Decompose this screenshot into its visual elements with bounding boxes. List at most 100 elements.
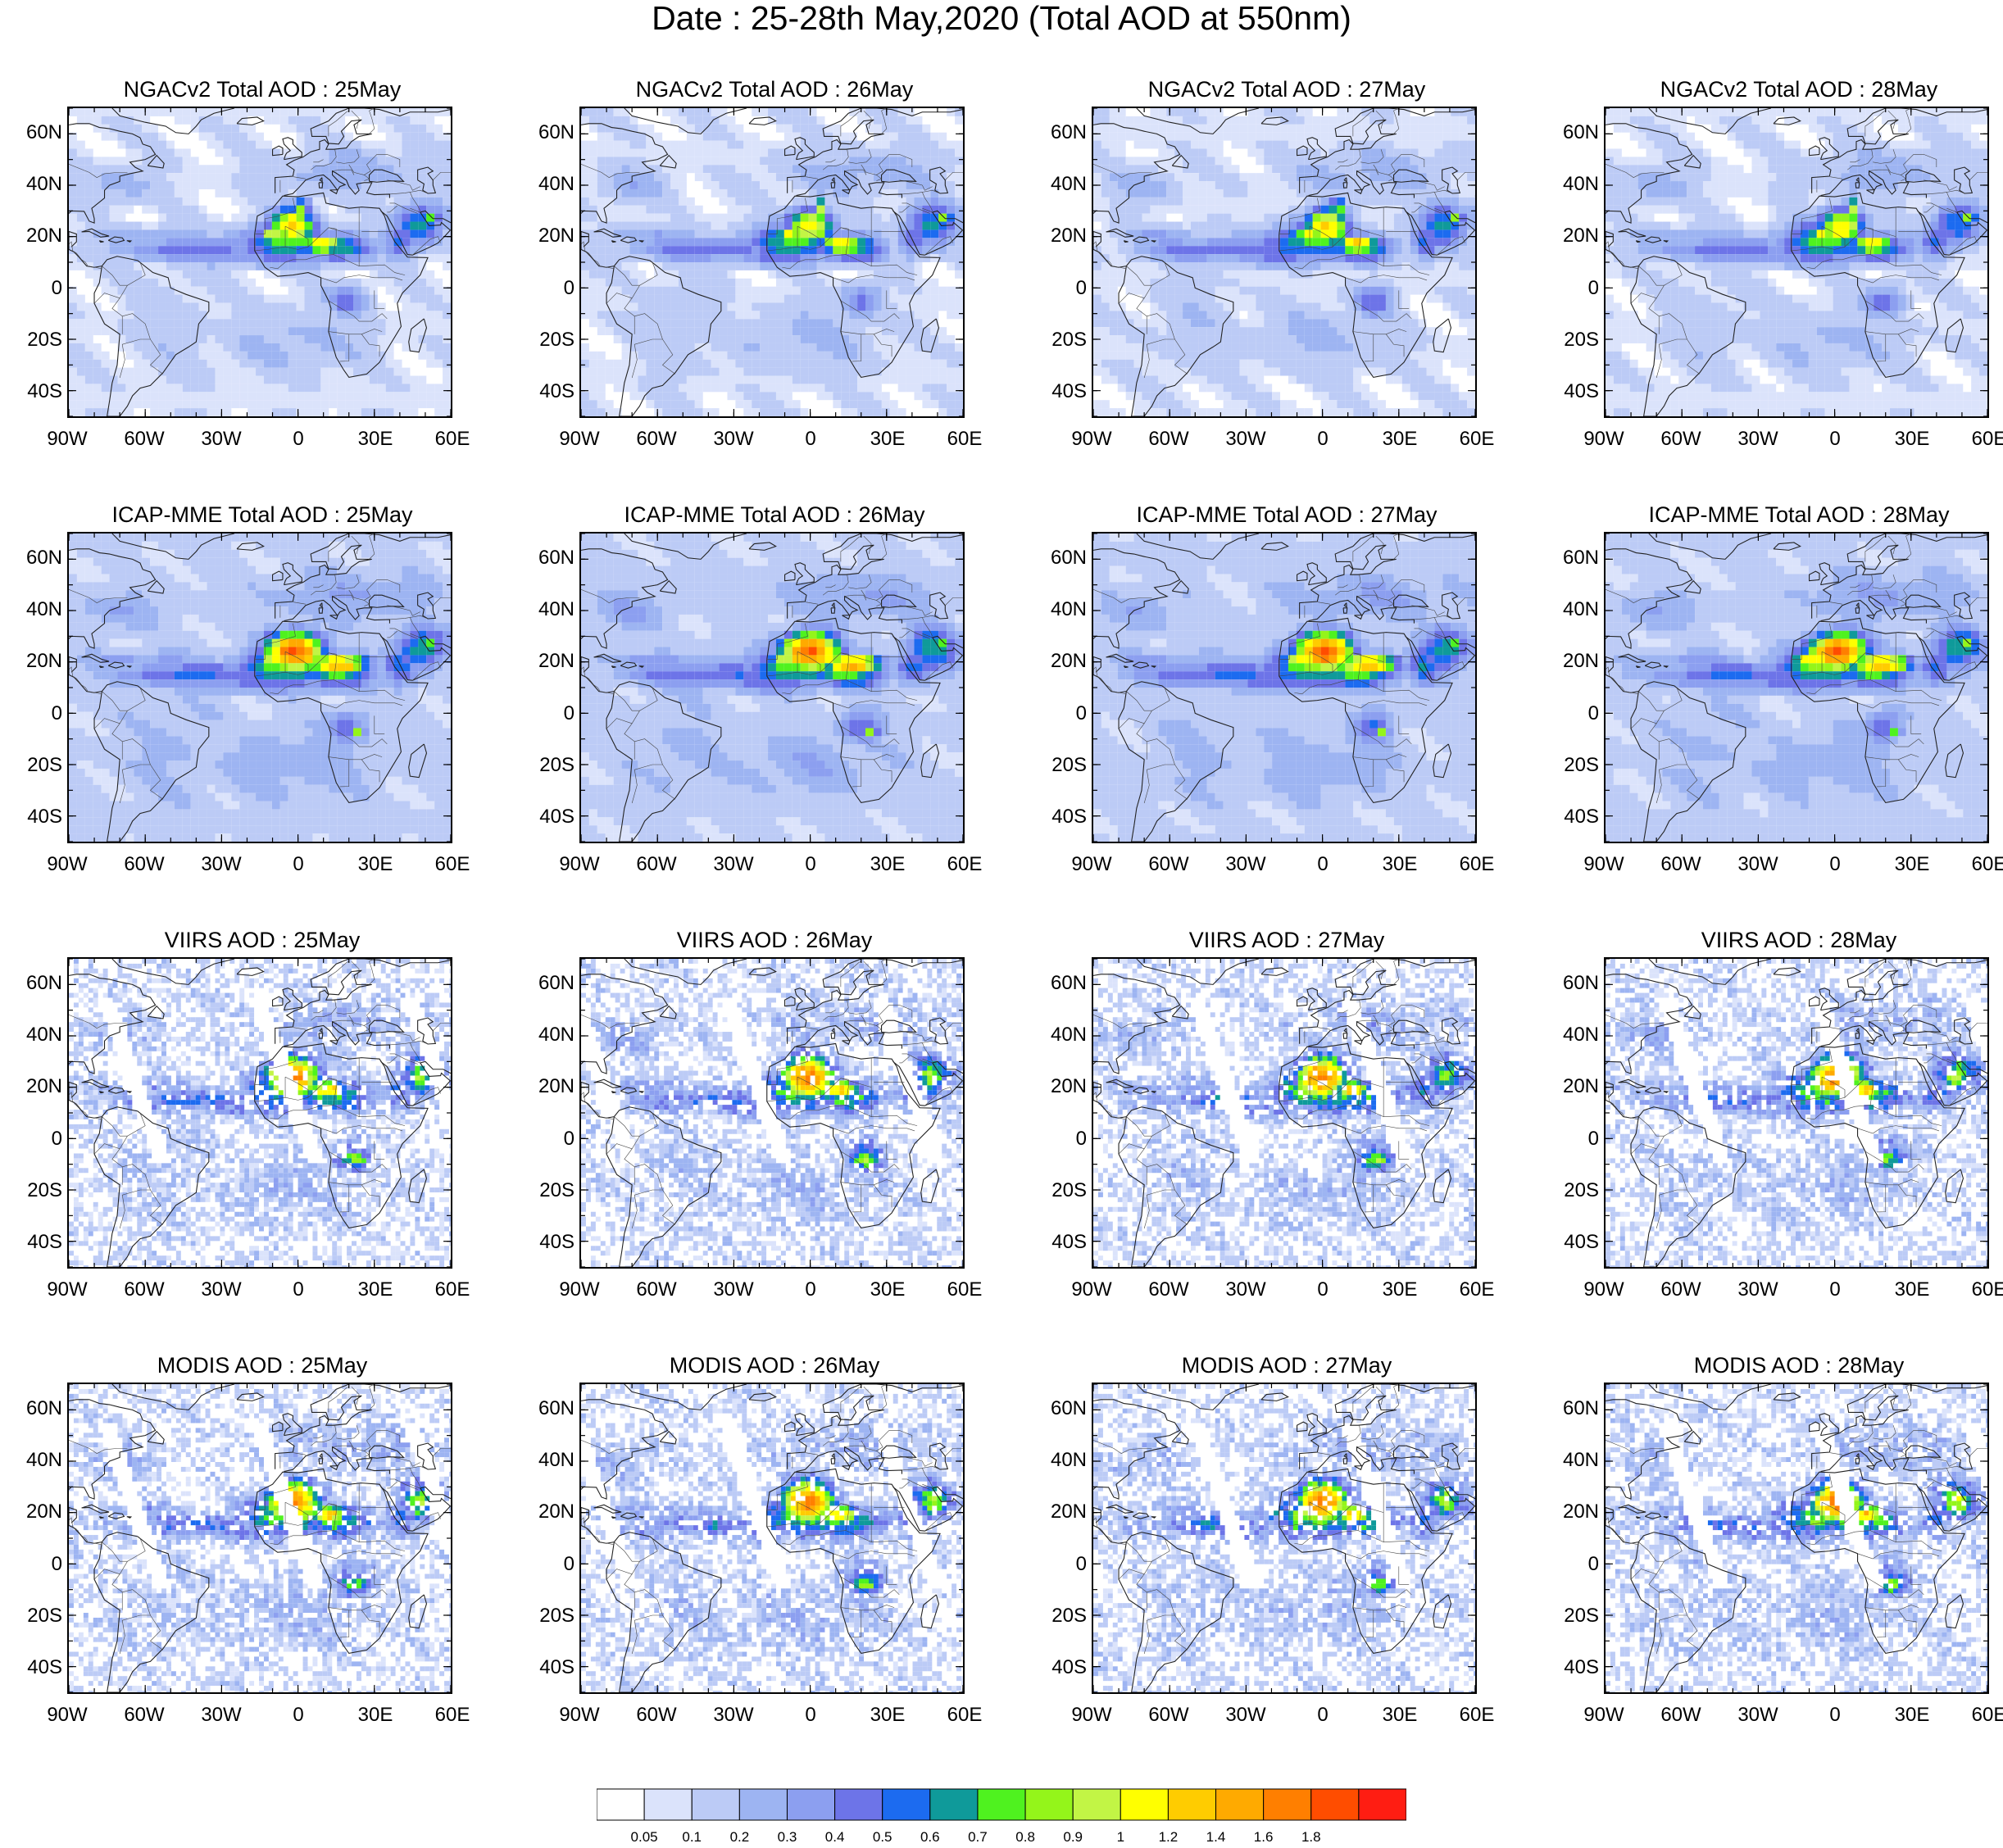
lat-tick-label: 40S — [1042, 1658, 1087, 1678]
colorbar-label: 0.05 — [628, 1829, 661, 1846]
lat-tick-label: 20S — [1042, 330, 1087, 350]
panel-title: VIIRS AOD : 27May — [1041, 926, 1533, 956]
lat-tick-label: 0 — [530, 1128, 575, 1149]
aod-cells — [1093, 1384, 1475, 1692]
lon-tick-label: 30E — [855, 855, 920, 874]
lon-tick-label: 30E — [855, 429, 920, 449]
lat-tick-label: 60N — [18, 122, 62, 143]
lon-tick-label: 0 — [1290, 855, 1356, 874]
map-panel: VIIRS AOD : 28May 60N 40N 20N 0 20S 40S 90W 60W 3… — [1553, 926, 2003, 1360]
lon-tick-label: 0 — [1290, 1280, 1356, 1300]
axis-ticks — [1093, 534, 1475, 842]
panel-title: NGACv2 Total AOD : 26May — [529, 75, 1020, 105]
lat-tick-label: 20N — [530, 652, 575, 671]
lat-tick-label: 60N — [1555, 973, 1599, 993]
map-panel: VIIRS AOD : 26May 60N 40N 20N 0 20S 40S 90W 60W 3… — [529, 926, 1020, 1360]
lat-tick-label: 60N — [1555, 122, 1599, 143]
country-borders — [1093, 1384, 1475, 1655]
aod-field — [1606, 1384, 1987, 1692]
aod-map — [1092, 532, 1477, 843]
map-panel: VIIRS AOD : 25May 60N 40N 20N 0 20S 40S 90W 60W 3… — [16, 926, 508, 1360]
panel-title: ICAP-MME Total AOD : 26May — [529, 501, 1020, 530]
aod-cells — [69, 959, 451, 1267]
colorbar-swatch — [834, 1788, 883, 1821]
lon-tick-label: 30E — [1879, 429, 1945, 449]
lon-tick-label: 0 — [1802, 429, 1868, 449]
lon-tick-label: 60W — [1136, 429, 1201, 449]
lat-tick-label: 60N — [1042, 973, 1087, 993]
lon-tick-label: 90W — [547, 1705, 612, 1725]
map-panel: MODIS AOD : 27May 60N 40N 20N 0 20S 40S 90W 60W 3… — [1041, 1351, 1533, 1786]
lon-tick-label: 60E — [1956, 1705, 2003, 1725]
country-borders — [1093, 959, 1475, 1229]
lat-tick-label: 0 — [1042, 278, 1087, 298]
colorbar-swatch — [929, 1788, 979, 1821]
aod-cells — [581, 959, 963, 1267]
lon-tick-label: 60E — [932, 429, 997, 449]
lat-tick-label: 20N — [530, 1502, 575, 1522]
lon-tick-label: 0 — [1802, 855, 1868, 874]
lon-tick-label: 90W — [1571, 429, 1637, 449]
lon-tick-label: 30W — [701, 1280, 766, 1300]
lat-tick-label: 60N — [1555, 547, 1599, 568]
lon-tick-label: 30W — [188, 429, 254, 449]
lat-tick-label: 20N — [1042, 226, 1087, 246]
lon-tick-label: 30W — [1213, 1705, 1279, 1725]
lon-tick-label: 60E — [932, 855, 997, 874]
colorbar-label: 1.8 — [1295, 1829, 1328, 1846]
coastlines — [581, 1384, 963, 1692]
lat-tick-label: 40S — [18, 1233, 62, 1252]
lat-tick-label: 0 — [530, 1554, 575, 1574]
colorbar-swatch — [738, 1788, 788, 1821]
lon-tick-label: 90W — [1571, 855, 1637, 874]
lon-tick-label: 30E — [1367, 1280, 1433, 1300]
lon-tick-label: 30E — [855, 1280, 920, 1300]
lon-tick-label: 90W — [1571, 1280, 1637, 1300]
lat-tick-label: 40S — [1042, 382, 1087, 402]
lat-tick-label: 20S — [1042, 1606, 1087, 1626]
lat-tick-label: 20N — [18, 1502, 62, 1522]
country-borders — [581, 959, 963, 1229]
lat-tick-label: 40N — [18, 1025, 62, 1045]
lon-tick-label: 30E — [1879, 1280, 1945, 1300]
aod-field — [581, 1384, 963, 1692]
lat-tick-label: 20S — [1555, 1181, 1599, 1201]
lon-tick-label: 60E — [1956, 1280, 2003, 1300]
colorbar-label: 0.5 — [866, 1829, 899, 1846]
colorbar-label: 1.6 — [1247, 1829, 1280, 1846]
axis-ticks — [69, 534, 451, 842]
lon-tick-label: 0 — [1290, 429, 1356, 449]
lon-tick-label: 30W — [188, 1705, 254, 1725]
country-borders — [69, 534, 451, 804]
aod-cells — [1606, 108, 1987, 416]
lat-tick-label: 20S — [1042, 756, 1087, 775]
aod-map — [579, 532, 965, 843]
aod-map — [1092, 107, 1477, 418]
colorbar-swatch — [643, 1788, 693, 1821]
aod-field — [1606, 959, 1987, 1267]
lat-tick-label: 20S — [18, 330, 62, 350]
aod-field — [1093, 534, 1475, 842]
lon-tick-label: 60E — [420, 1280, 485, 1300]
panel-title: NGACv2 Total AOD : 28May — [1553, 75, 2003, 105]
lon-tick-label: 30E — [1367, 855, 1433, 874]
lon-tick-label: 30W — [1213, 1280, 1279, 1300]
aod-field — [69, 108, 451, 416]
aod-map — [67, 107, 452, 418]
colorbar-labels: 0.05 0.1 0.2 0.3 0.4 0.5 0.6 0.7 0.8 0.9 1 1.2 1.4 1.… — [597, 1829, 1406, 1847]
lat-tick-label: 20N — [18, 1077, 62, 1097]
lon-tick-label: 0 — [266, 429, 331, 449]
lat-tick-label: 20N — [530, 1077, 575, 1097]
map-panel: MODIS AOD : 28May 60N 40N 20N 0 20S 40S 90W 60W 3… — [1553, 1351, 2003, 1786]
axis-ticks — [69, 108, 451, 416]
panel-title: MODIS AOD : 28May — [1553, 1351, 2003, 1381]
lon-tick-label: 60W — [1648, 429, 1714, 449]
lon-tick-label: 0 — [778, 1705, 843, 1725]
lon-tick-label: 90W — [1059, 1705, 1124, 1725]
aod-field — [1093, 959, 1475, 1267]
colorbar-swatch — [1215, 1788, 1265, 1821]
aod-field — [1093, 1384, 1475, 1692]
country-borders — [69, 959, 451, 1229]
lon-tick-label: 30W — [1725, 429, 1791, 449]
lat-tick-label: 20S — [530, 756, 575, 775]
